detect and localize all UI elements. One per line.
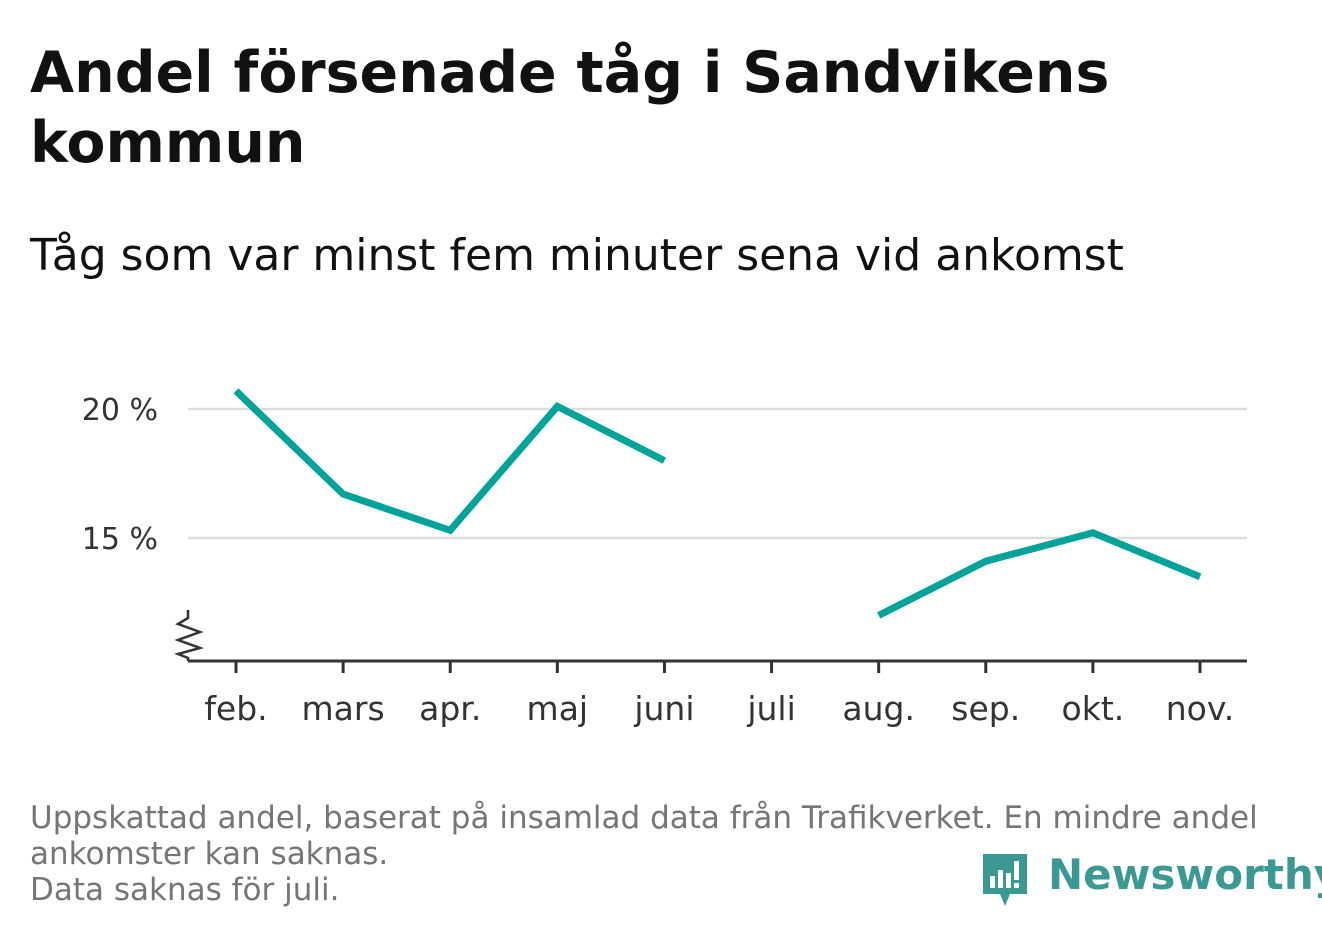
y-axis-break-icon: [174, 610, 205, 661]
y-axis-tick-labels: 15 % 20 %: [82, 393, 158, 557]
footnote-line: ankomster kan saknas.: [30, 836, 389, 872]
chart-title: Andel försenade tåg i Sandvikens kommun: [30, 40, 1110, 176]
footnote: Uppskattad andel, baserat på insamlad da…: [30, 800, 1290, 908]
footnote-line: Data saknas för juli.: [30, 872, 340, 908]
newsworthy-logo-icon: [983, 854, 1027, 906]
x-tick-label: nov.: [1166, 689, 1235, 728]
x-tick-label: juni: [633, 689, 694, 728]
gridlines: [188, 407, 1247, 540]
footnote-line: Uppskattad andel, baserat på insamlad da…: [30, 800, 1258, 836]
brand-name: Newsworthy: [1048, 850, 1322, 899]
x-tick-label: mars: [302, 689, 385, 728]
x-tick-label: juli: [746, 689, 795, 728]
series-line-segment: [233, 388, 666, 535]
series-lines: [233, 388, 1202, 619]
x-tick-label: feb.: [204, 689, 267, 728]
x-tick-label: maj: [527, 689, 589, 728]
x-tick-label: aug.: [842, 689, 915, 728]
y-tick-label: 15 %: [82, 522, 158, 557]
axes: [174, 610, 1247, 673]
chart-subtitle: Tåg som var minst fem minuter sena vid a…: [30, 230, 1124, 281]
x-axis-tick-labels: feb. mars apr. maj juni juli aug. sep. okt. nov.: [204, 689, 1234, 728]
line-chart: 15 % 20 % feb. mars apr. maj juni juli aug. sep.…: [82, 388, 1247, 728]
y-tick-label: 20 %: [82, 393, 158, 428]
series-line-segment: [877, 529, 1202, 619]
x-tick-label: apr.: [419, 689, 481, 728]
x-tick-label: sep.: [951, 689, 1020, 728]
brand-logo: Newsworthy: [980, 848, 1322, 912]
x-tick-label: okt.: [1062, 689, 1125, 728]
